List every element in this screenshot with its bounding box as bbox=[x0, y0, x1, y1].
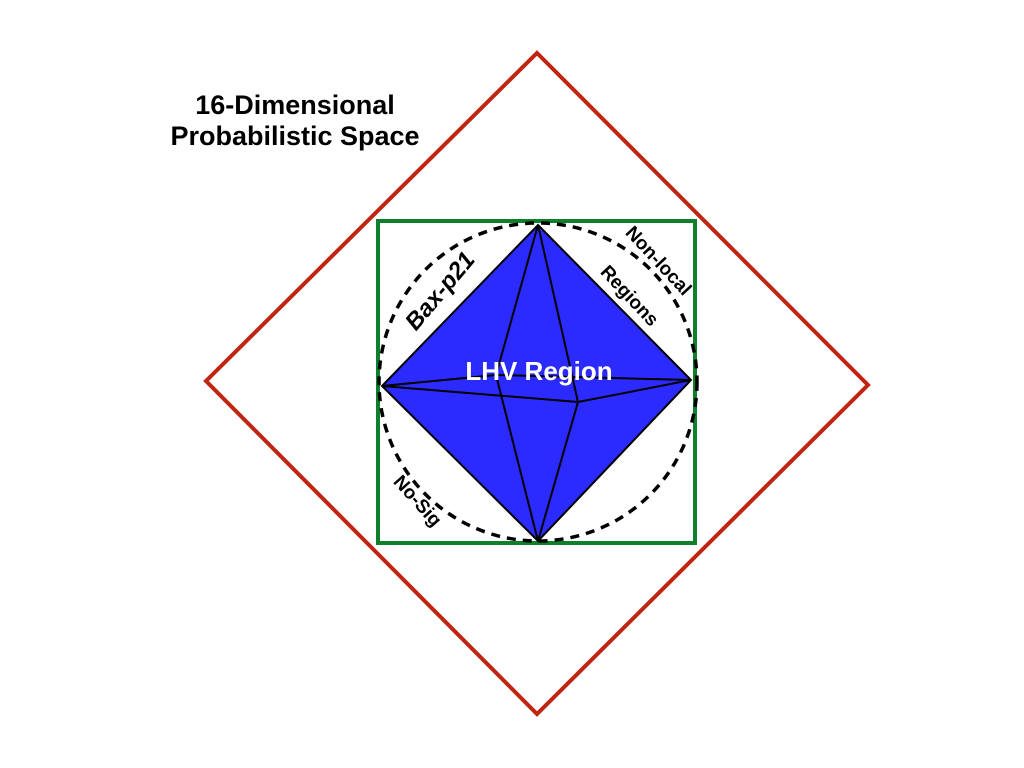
edge-left-to-front bbox=[381, 385, 579, 403]
edge-top-to-back bbox=[495, 224, 539, 376]
edge-back-to-right bbox=[495, 374, 692, 381]
dashed-circle-boundary bbox=[377, 221, 699, 543]
edge-back-to-bottom bbox=[495, 374, 539, 542]
lhv-region-label: LHV Region bbox=[465, 356, 612, 386]
edge-top-to-front bbox=[537, 224, 579, 403]
edge-front-to-right bbox=[577, 379, 692, 403]
edge-left-to-back bbox=[381, 374, 497, 387]
space-title-line1: 16-Dimensional bbox=[195, 90, 395, 120]
space-title-line2: Probabilistic Space bbox=[170, 121, 419, 151]
edge-front-to-bottom bbox=[537, 401, 579, 542]
outer-probabilistic-space-diamond bbox=[203, 50, 871, 717]
no-sig-label: No-Sig bbox=[389, 472, 446, 532]
octahedron-inner-edges bbox=[381, 224, 692, 542]
